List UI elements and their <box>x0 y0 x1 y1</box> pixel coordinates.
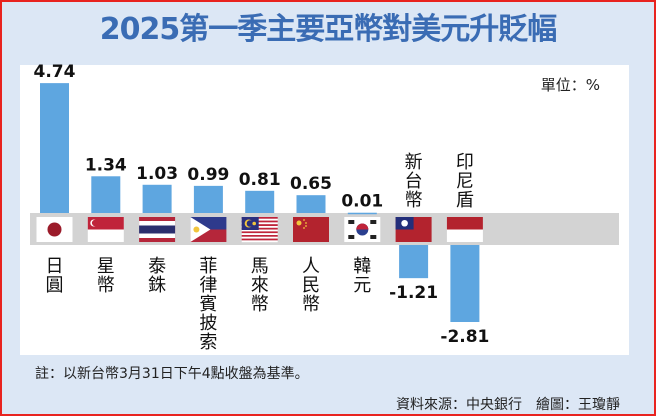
source-credit: 資料來源：中央銀行 繪圖：王瓊靜 <box>396 397 620 413</box>
flag-part <box>193 226 200 233</box>
value-label: 1.03 <box>136 164 178 184</box>
flag-part <box>401 219 408 227</box>
category-label: 來 <box>251 275 269 296</box>
flag-part <box>241 236 278 239</box>
bar-china <box>296 195 326 213</box>
footnote: 註：以新台幣3月31日下午4點收盤為基準。 <box>35 366 309 382</box>
value-label: 1.34 <box>85 155 127 175</box>
flag-part <box>305 225 307 227</box>
category-label: 律 <box>199 275 217 296</box>
category-label: 幣 <box>251 294 269 315</box>
value-label: 0.01 <box>341 192 383 212</box>
category-label: 幣 <box>302 294 320 315</box>
singapore-flag-icon <box>87 217 124 242</box>
bar-taiwan <box>399 245 429 279</box>
indonesia-flag-icon <box>446 217 483 242</box>
flag-part <box>241 226 278 228</box>
flag-part <box>252 221 256 226</box>
category-label: 馬 <box>251 256 269 277</box>
value-label: -1.21 <box>389 283 438 303</box>
value-label: -2.81 <box>440 327 489 347</box>
flag-part <box>241 240 278 243</box>
flag-part <box>47 222 62 237</box>
category-label: 披 <box>199 313 217 334</box>
flag-part <box>370 235 377 239</box>
flag-part <box>241 224 278 226</box>
category-label: 韓 <box>353 256 371 277</box>
bar-indonesia <box>450 245 480 322</box>
flag-part <box>241 220 278 223</box>
flag-part <box>91 219 99 227</box>
bar-south-korea <box>347 212 377 215</box>
bar-japan <box>40 83 69 214</box>
category-label: 賓 <box>199 294 217 315</box>
value-label: 4.74 <box>34 62 76 82</box>
flag-part <box>446 217 483 230</box>
flag-part <box>241 235 278 237</box>
unit-label: 單位：% <box>541 76 600 94</box>
bar-singapore <box>91 176 121 213</box>
value-label: 0.99 <box>187 165 229 185</box>
category-label: 民 <box>302 275 320 296</box>
flag-part <box>296 220 302 226</box>
category-label: 圓 <box>46 275 64 296</box>
bar-malaysia <box>245 190 275 213</box>
category-label: 元 <box>353 275 371 296</box>
flag-part <box>241 227 278 230</box>
flag-part <box>303 219 305 221</box>
value-label: 0.81 <box>239 170 281 190</box>
category-label: 印 <box>456 152 474 173</box>
flag-part <box>241 231 278 234</box>
malaysia-flag-icon <box>241 217 278 243</box>
category-label: 銖 <box>148 275 166 296</box>
flag-part <box>139 225 176 234</box>
south-korea-flag-icon <box>344 217 381 242</box>
category-label: 索 <box>199 332 217 353</box>
bar-thailand <box>142 184 172 213</box>
value-label: 0.65 <box>290 174 332 194</box>
japan-flag-icon <box>36 217 73 242</box>
flag-part <box>241 229 278 232</box>
category-label: 星 <box>97 256 115 277</box>
bar-philippines <box>193 185 223 213</box>
flag-part <box>241 222 278 225</box>
flag-part <box>241 238 278 241</box>
flag-part <box>87 217 124 230</box>
flag-part <box>241 217 278 219</box>
category-label: 幣 <box>405 190 423 211</box>
flag-part <box>348 235 355 239</box>
flag-part <box>356 223 369 230</box>
flag-part <box>305 222 307 224</box>
flag-part <box>246 220 254 227</box>
flag-part <box>303 227 305 229</box>
flag-part <box>241 233 278 235</box>
category-label: 日 <box>46 256 64 277</box>
flag-part <box>370 220 377 224</box>
category-label: 幣 <box>97 275 115 296</box>
category-label: 盾 <box>456 190 474 211</box>
category-label: 人 <box>302 256 320 277</box>
flag-part <box>190 217 211 242</box>
taiwan-flag-icon <box>395 217 432 242</box>
category-label: 新 <box>405 152 423 173</box>
thailand-flag-icon <box>139 217 176 242</box>
philippines-flag-icon <box>190 217 227 242</box>
category-label: 泰 <box>148 256 166 277</box>
category-label: 菲 <box>199 256 217 277</box>
category-label: 台 <box>405 171 423 192</box>
chart-title: 2025第一季主要亞幣對美元升貶幅 <box>99 12 558 47</box>
flag-part <box>348 220 355 224</box>
flag-part <box>241 218 278 221</box>
category-label: 尼 <box>456 171 474 192</box>
china-flag-icon <box>293 217 329 242</box>
